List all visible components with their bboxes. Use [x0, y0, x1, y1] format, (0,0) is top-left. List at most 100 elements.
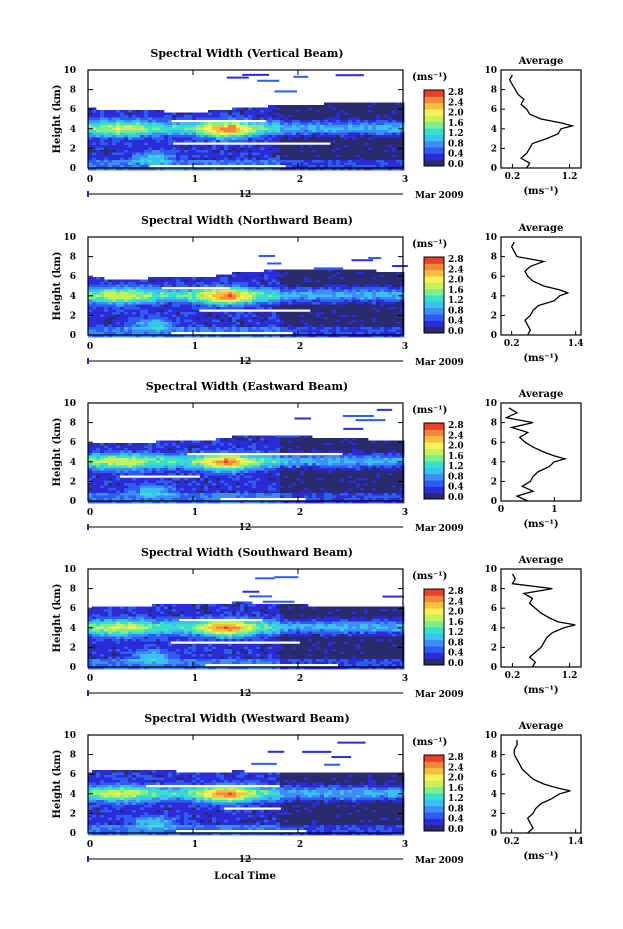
heatmap-cell [160, 443, 165, 446]
heatmap-cell [128, 329, 133, 333]
heatmap-cell [208, 117, 213, 121]
heatmap-cell [132, 160, 137, 163]
heatmap-cell [132, 120, 137, 123]
heatmap-cell [108, 307, 113, 310]
heatmap-cell [332, 110, 337, 113]
heatmap-cell [200, 319, 205, 323]
heatmap-cell [256, 299, 261, 303]
heatmap-cell [240, 152, 245, 156]
heatmap-cell [160, 319, 165, 323]
heatmap-cell [344, 132, 349, 136]
heatmap-cell [104, 490, 109, 494]
heatmap-cell [368, 157, 373, 161]
heatmap-cell [268, 327, 273, 330]
heatmap-cell [272, 157, 277, 161]
heatmap-cell [188, 125, 193, 128]
colorbar-frame [423, 89, 445, 167]
heatmap-cell [300, 150, 305, 153]
heatmap-cell [104, 299, 109, 303]
heatmap-cell [336, 127, 341, 131]
heatmap-cell [360, 155, 365, 158]
heatmap-cell [196, 289, 201, 293]
heatmap-cell [304, 137, 309, 141]
heatmap-cell [204, 500, 209, 504]
heatmap-cell [132, 112, 137, 116]
heatmap-cell [308, 132, 313, 136]
heatmap-cell [272, 334, 277, 338]
heatmap-cell [324, 329, 329, 333]
heatmap-cell [240, 284, 245, 288]
heatmap-cell [392, 112, 397, 116]
heatmap-cell [280, 277, 285, 280]
heatmap-cell [360, 312, 365, 315]
heatmap-cell [292, 299, 297, 303]
heatmap-cell [384, 329, 389, 333]
heatmap-cell [208, 279, 213, 283]
heatmap-cell [228, 125, 233, 128]
heatmap-cell [308, 322, 313, 325]
heatmap-cell [112, 475, 117, 479]
heatmap-cell [376, 274, 381, 278]
heatmap-cell [172, 463, 177, 466]
heatmap-cell [252, 284, 257, 288]
heatmap-cell [188, 167, 193, 171]
heatmap-cell [112, 137, 117, 141]
heatmap-cell [156, 127, 161, 131]
heatmap-cell [92, 297, 97, 300]
heatmap-cell [100, 478, 105, 481]
heatmap-cell [176, 460, 181, 464]
heatmap-cell [116, 450, 121, 454]
heatmap-cell [192, 167, 197, 171]
heatmap-cell [312, 307, 317, 310]
heatmap-cell [316, 274, 321, 278]
heatmap-cell [324, 120, 329, 123]
heatmap-cell [280, 299, 285, 303]
heatmap-cell [88, 495, 93, 499]
heatmap-cell [312, 324, 317, 328]
heatmap-cell [220, 493, 225, 496]
heatmap-cell [116, 117, 121, 121]
heatmap-cell [208, 448, 213, 451]
heatmap-cell [120, 314, 125, 318]
heatmap-cell [128, 160, 133, 163]
heatmap-cell [296, 304, 301, 308]
heatmap-cell [228, 110, 233, 113]
heatmap-cell [332, 322, 337, 325]
heatmap-cell [92, 483, 97, 486]
heatmap-cell [96, 490, 101, 494]
colorbar-swatch [424, 153, 444, 161]
heatmap-cell [160, 500, 165, 504]
heatmap-cell [136, 334, 141, 338]
heatmap-cell [360, 322, 365, 325]
heatmap-cell [228, 132, 233, 136]
heatmap-cell [336, 135, 341, 138]
heatmap-cell [184, 167, 189, 171]
heatmap-cell [216, 468, 221, 471]
heatmap-cell [164, 147, 169, 151]
heatmap-cell [356, 282, 361, 285]
heatmap-cell [176, 122, 181, 126]
heatmap-cell [264, 297, 269, 300]
heatmap-cell [200, 127, 205, 131]
heatmap-cell [256, 319, 261, 323]
heatmap-cell [332, 302, 337, 305]
y-tick-label: 4 [70, 292, 76, 302]
data-gap [173, 142, 331, 145]
heatmap-cell [328, 155, 333, 158]
heatmap-cell [192, 470, 197, 474]
heatmap-cell [208, 152, 213, 156]
heatmap-cell [292, 130, 297, 133]
heatmap-cell [208, 140, 213, 143]
heatmap-cell [324, 314, 329, 318]
heatmap-cell [292, 117, 297, 121]
heatmap-cell [172, 127, 177, 131]
heatmap-cell [328, 150, 333, 153]
heatmap-cell [212, 160, 217, 163]
heatmap-cell [276, 117, 281, 121]
heatmap-cell [112, 157, 117, 161]
heatmap-cell [296, 167, 301, 171]
heatmap-cell [184, 478, 189, 481]
heatmap-cell [220, 157, 225, 161]
heatmap-cell [172, 488, 177, 491]
heatmap-cell [292, 324, 297, 328]
